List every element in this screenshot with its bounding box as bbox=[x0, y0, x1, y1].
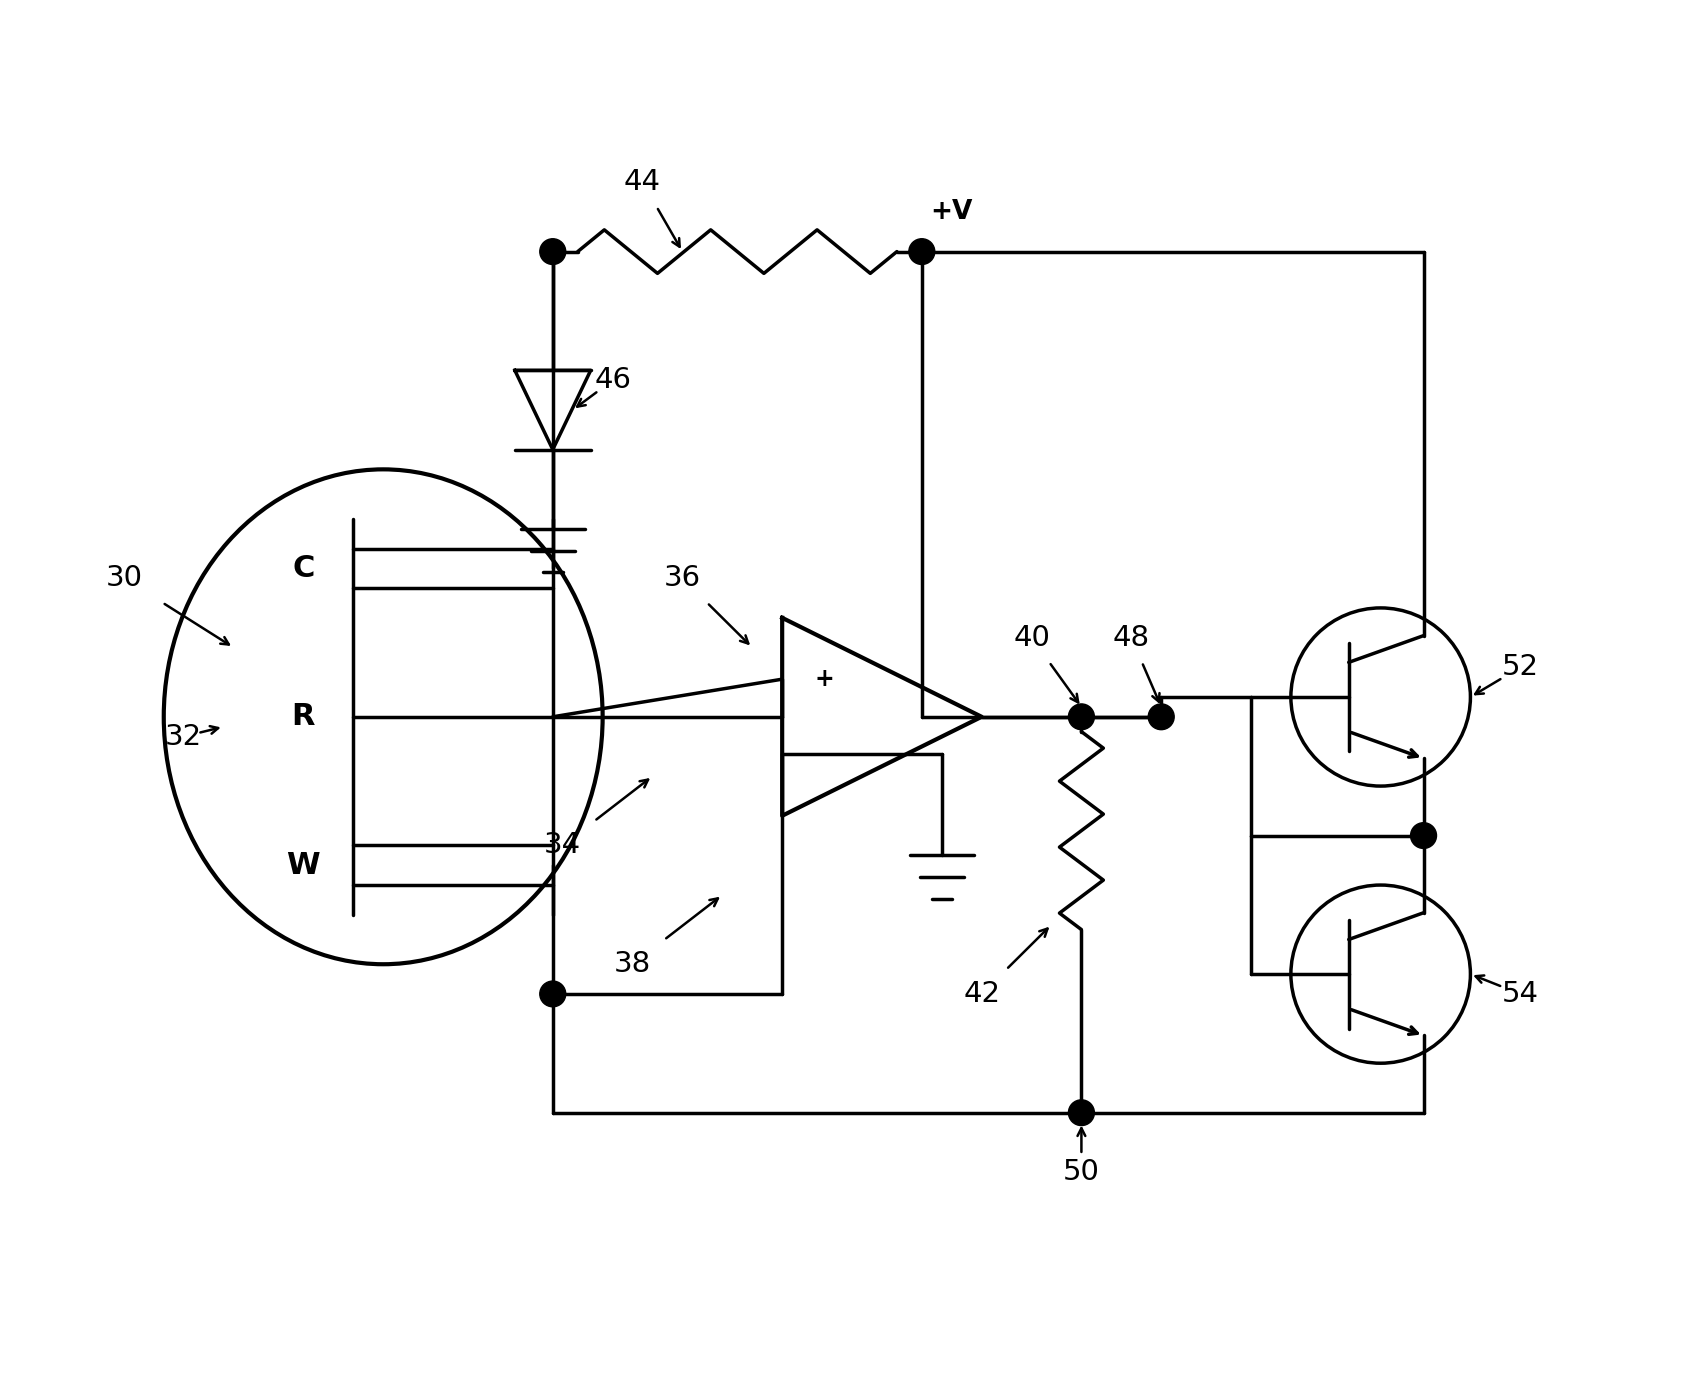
Text: +V: +V bbox=[930, 199, 973, 224]
Text: 42: 42 bbox=[963, 980, 1000, 1008]
Text: 30: 30 bbox=[106, 565, 143, 592]
Circle shape bbox=[540, 981, 566, 1006]
Text: +: + bbox=[815, 668, 833, 691]
Circle shape bbox=[1068, 704, 1094, 729]
Text: −: − bbox=[813, 740, 835, 768]
Text: 46: 46 bbox=[595, 367, 630, 395]
Text: 54: 54 bbox=[1501, 980, 1539, 1008]
Text: 34: 34 bbox=[544, 831, 581, 860]
Text: C: C bbox=[291, 553, 315, 583]
Circle shape bbox=[540, 238, 566, 265]
Text: 40: 40 bbox=[1014, 623, 1050, 651]
Text: 48: 48 bbox=[1113, 623, 1150, 651]
Text: 50: 50 bbox=[1063, 1158, 1099, 1186]
Circle shape bbox=[1068, 1100, 1094, 1125]
Circle shape bbox=[908, 238, 935, 265]
Text: W: W bbox=[286, 850, 320, 880]
Text: R: R bbox=[291, 703, 315, 732]
Circle shape bbox=[1411, 822, 1436, 849]
Text: 32: 32 bbox=[165, 722, 203, 750]
Text: 36: 36 bbox=[665, 565, 700, 592]
Text: 44: 44 bbox=[624, 169, 661, 197]
Circle shape bbox=[1148, 704, 1174, 729]
Text: 52: 52 bbox=[1501, 654, 1539, 682]
Text: 38: 38 bbox=[613, 951, 651, 979]
